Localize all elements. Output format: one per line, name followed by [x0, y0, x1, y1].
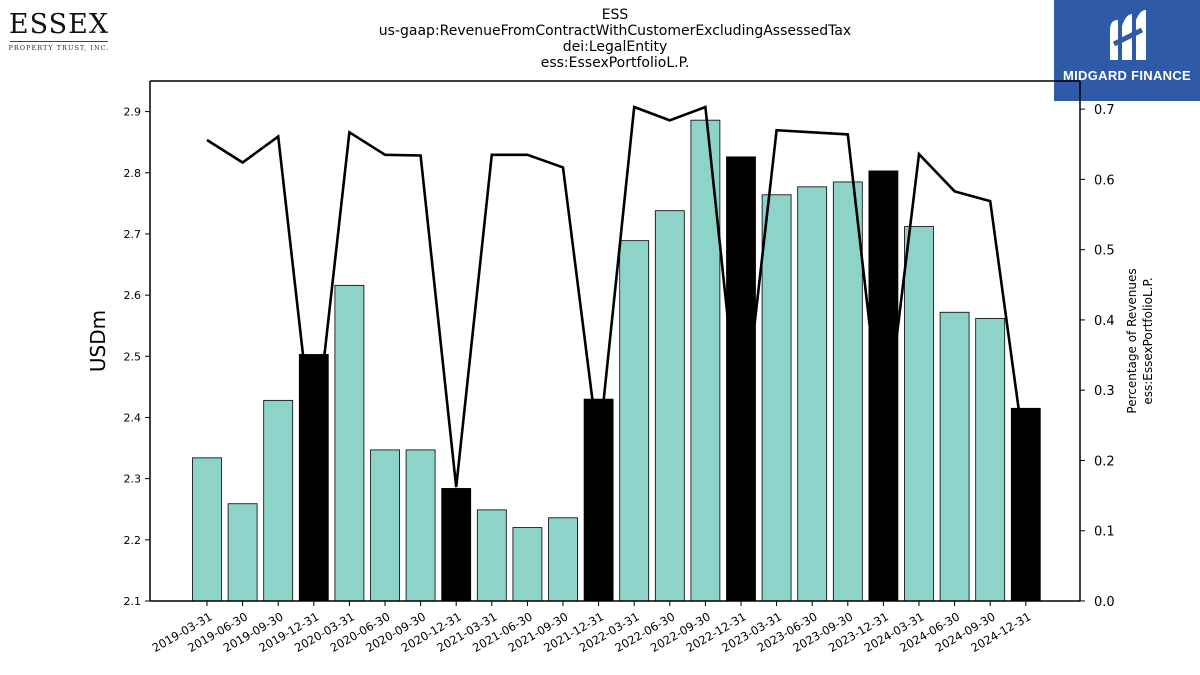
- midgard-mark-icon: [1110, 10, 1146, 60]
- bar-2024-03-31: [904, 226, 934, 602]
- y-tick-label: 2.2: [124, 534, 142, 547]
- y2-tick-label: 0.0: [1094, 595, 1115, 610]
- bar-2021-06-30: [512, 527, 543, 602]
- bar-2022-03-31: [619, 240, 650, 602]
- bar-2023-06-30: [797, 186, 828, 602]
- y2-tick-label: 0.3: [1094, 384, 1115, 399]
- y-tick-label: 2.4: [124, 411, 142, 424]
- bar-2023-03-31: [761, 194, 792, 602]
- midgard-finance-name: MIDGARD FINANCE: [1063, 68, 1191, 83]
- bar-2023-09-30: [832, 181, 863, 602]
- bar-2024-09-30: [975, 317, 1006, 602]
- y-tick-label: 2.7: [124, 228, 142, 241]
- y2-tick-label: 0.4: [1094, 314, 1115, 329]
- bar-2020-06-30: [370, 449, 400, 602]
- chart-title-line-1: ESS: [601, 7, 629, 23]
- y2-tick-label: 0.1: [1094, 525, 1115, 540]
- bar-2021-09-30: [548, 517, 578, 602]
- y2-tick-label: 0.2: [1094, 454, 1115, 469]
- y2-tick-label: 0.5: [1094, 244, 1115, 259]
- y-tick-label: 2.9: [124, 106, 142, 119]
- chart-title-line-3: dei:LegalEntity: [562, 39, 668, 55]
- bar-2024-12-31: [1010, 407, 1041, 602]
- y-tick-label: 2.8: [124, 167, 142, 180]
- bar-2019-06-30: [227, 503, 258, 602]
- essex-logo-subtitle: PROPERTY TRUST, INC.: [8, 44, 110, 52]
- y-axis-label: USDm: [86, 310, 110, 372]
- bar-2022-12-31: [726, 156, 756, 602]
- essex-logo: ESSEX PROPERTY TRUST, INC.: [6, 9, 112, 53]
- y-tick-label: 2.5: [124, 350, 142, 363]
- bar-2019-12-31: [298, 354, 329, 602]
- bar-2020-09-30: [405, 449, 436, 602]
- bar-2022-06-30: [654, 210, 685, 602]
- essex-logo-rule: [10, 41, 108, 42]
- y2-axis-label-line-1: Percentage of Revenues: [1125, 268, 1139, 413]
- y2-tick-label: 0.7: [1094, 103, 1115, 118]
- essex-logo-word: ESSEX: [8, 9, 110, 40]
- y-tick-label: 2.1: [124, 595, 142, 608]
- chart-title-line-4: ess:EssexPortfolioL.P.: [540, 55, 690, 71]
- y2-tick-label: 0.6: [1094, 173, 1115, 188]
- bar-2019-03-31: [192, 457, 222, 602]
- bar-2021-03-31: [476, 509, 507, 602]
- bar-2020-03-31: [334, 284, 365, 602]
- y-tick-label: 2.3: [124, 473, 142, 486]
- bar-2023-12-31: [868, 170, 899, 602]
- chart-title-line-2: us-gaap:RevenueFromContractWithCustomerE…: [378, 23, 852, 39]
- y2-axis-label-line-2: ess:EssexPortfolioL.P.: [1141, 277, 1155, 404]
- percentage-line: [206, 105, 1028, 488]
- bar-2020-12-31: [441, 488, 472, 602]
- bar-2021-12-31: [583, 398, 614, 602]
- y-tick-label: 2.6: [124, 289, 142, 302]
- bar-2019-09-30: [263, 399, 294, 602]
- bar-2024-06-30: [939, 311, 970, 602]
- midgard-finance-logo: MIDGARD FINANCE: [1054, 0, 1200, 101]
